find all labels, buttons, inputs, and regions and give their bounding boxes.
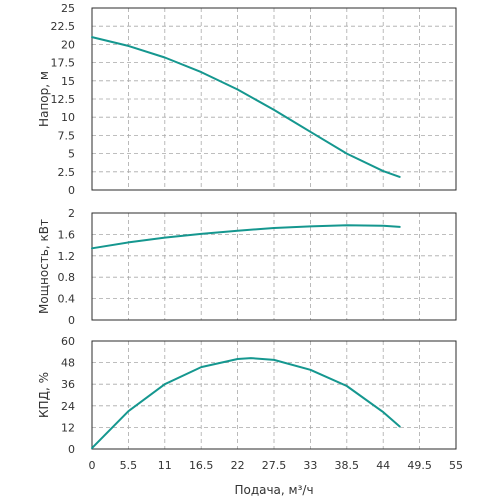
power-plot-frame — [91, 212, 457, 321]
head-ytick-label: 22.5 — [51, 20, 76, 33]
efficiency-ytick-label: 60 — [61, 335, 75, 348]
power-ytick-label: 1.2 — [58, 250, 76, 263]
xtick-label: 0 — [89, 459, 96, 472]
efficiency-y-axis-title: КПД, % — [37, 372, 51, 418]
xtick-label: 22 — [231, 459, 245, 472]
xtick-label: 27.5 — [262, 459, 287, 472]
power-ytick-label: 0.4 — [58, 293, 76, 306]
efficiency-ytick-label: 48 — [61, 357, 75, 370]
head-ytick-label: 15 — [61, 75, 75, 88]
power-ytick-label: 2 — [68, 207, 75, 220]
efficiency-ytick-label: 12 — [61, 421, 75, 434]
head-ytick-label: 25 — [61, 2, 75, 15]
head-ytick-label: 17.5 — [51, 57, 76, 70]
xtick-label: 11 — [158, 459, 172, 472]
efficiency-ytick-label: 0 — [68, 443, 75, 456]
power-y-axis-title: Мощность, кВт — [37, 219, 51, 314]
head-ytick-label: 20 — [61, 38, 75, 51]
head-ytick-label: 10 — [61, 111, 75, 124]
head-ytick-label: 2.5 — [58, 166, 76, 179]
power-ytick-label: 0 — [68, 314, 75, 327]
power-ytick-label: 0.8 — [58, 271, 76, 284]
xtick-label: 55 — [449, 459, 463, 472]
xtick-label: 33 — [303, 459, 317, 472]
head-ytick-label: 7.5 — [58, 129, 76, 142]
xtick-label: 49.5 — [407, 459, 432, 472]
head-curve — [91, 36, 401, 178]
xtick-label: 5.5 — [120, 459, 138, 472]
x-axis-title: Подача, м³/ч — [234, 483, 313, 497]
efficiency-ytick-label: 24 — [61, 400, 75, 413]
head-ytick-label: 5 — [68, 148, 75, 161]
head-plot-frame — [91, 7, 457, 191]
xtick-label: 38.5 — [335, 459, 360, 472]
head-y-axis-title: Напор, м — [37, 71, 51, 127]
head-ytick-label: 12.5 — [51, 93, 76, 106]
efficiency-ytick-label: 36 — [61, 378, 75, 391]
power-curve — [91, 224, 401, 250]
efficiency-curve — [91, 357, 401, 450]
xtick-label: 16.5 — [189, 459, 214, 472]
head-ytick-label: 0 — [68, 184, 75, 197]
efficiency-plot-frame — [91, 340, 457, 450]
xtick-label: 44 — [376, 459, 390, 472]
power-ytick-label: 1.6 — [58, 228, 76, 241]
